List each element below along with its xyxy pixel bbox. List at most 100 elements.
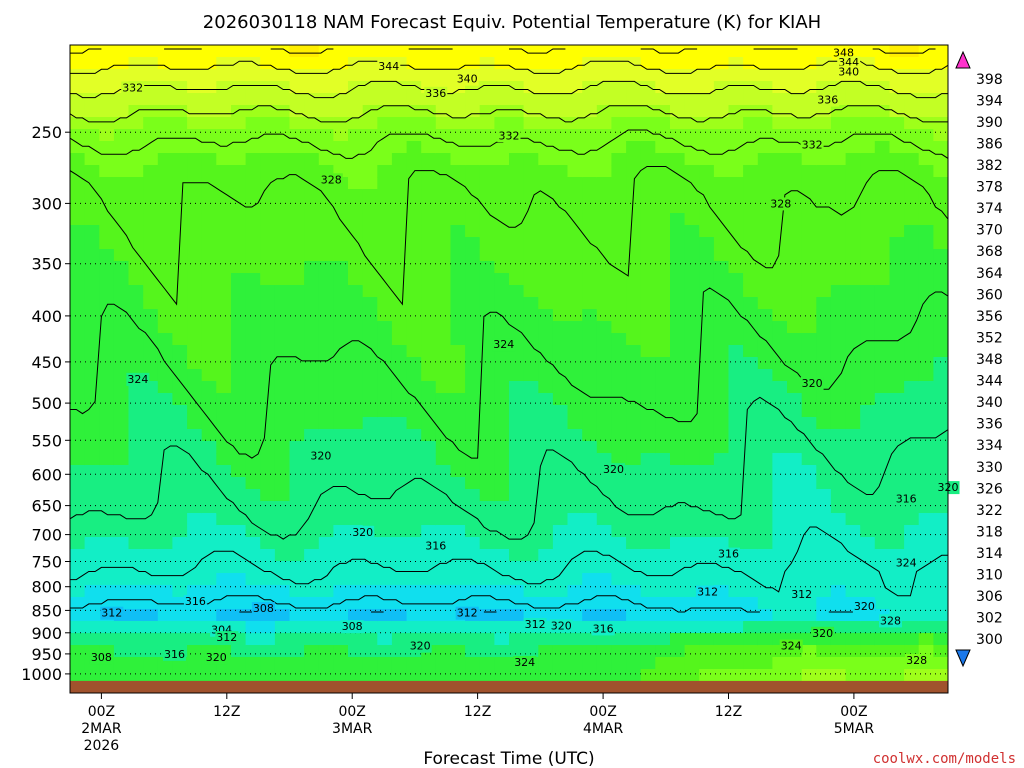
field-cell [655,561,671,574]
field-cell [509,453,525,466]
field-cell [699,93,715,106]
field-cell [757,273,773,286]
colorbar-label: 336 [976,417,1003,433]
field-cell [172,141,188,154]
field-cell [99,393,115,406]
field-cell [245,489,261,502]
field-cell [391,393,408,406]
field-cell [830,609,847,622]
field-cell [509,621,525,634]
field-cell [406,273,422,286]
field-cell [582,465,598,478]
field-cell [552,357,569,370]
field-cell [933,201,948,214]
field-cell [889,321,905,334]
field-cell [157,609,173,622]
field-cell [655,465,671,478]
field-cell [172,177,188,190]
field-cell [509,81,525,94]
field-cell [304,381,320,394]
field-cell [289,381,305,394]
field-cell [684,537,700,550]
field-cell [538,465,554,478]
field-cell [640,69,656,82]
field-cell [377,249,393,262]
field-cell [933,225,948,238]
field-cell [552,333,569,346]
field-cell [933,321,948,334]
field-cell [626,81,642,94]
field-cell [611,573,627,586]
field-cell [874,333,890,346]
field-cell [684,297,700,310]
credit-text[interactable]: coolwx.com/models [873,751,1016,767]
field-cell [465,117,481,130]
field-cell [830,405,847,418]
field-cell [860,69,876,82]
field-cell [391,417,408,430]
field-cell [655,225,671,238]
field-cell [450,273,466,286]
field-cell [845,405,861,418]
field-cell [743,405,759,418]
field-cell [728,297,744,310]
field-cell [450,621,466,634]
field-cell [860,57,876,70]
field-cell [874,249,890,262]
field-cell [684,105,700,118]
pressure-tick-label: 300 [31,194,62,213]
field-cell [84,189,100,202]
field-cell [670,621,686,634]
field-cell [377,189,393,202]
field-cell [479,249,495,262]
field-cell [260,201,276,214]
field-cell [157,117,173,130]
field-cell [816,357,832,370]
field-cell [728,213,744,226]
field-cell [655,213,671,226]
field-cell [699,213,715,226]
field-cell [874,537,890,550]
field-cell [172,81,188,94]
field-cell [318,501,334,514]
field-cell [596,189,612,202]
field-cell [845,309,861,322]
field-cell [318,297,334,310]
field-cell [421,441,437,454]
field-cell [918,369,934,382]
field-cell [465,177,481,190]
field-cell [860,513,876,526]
field-cell [377,501,393,514]
field-cell [318,57,334,70]
colorbar-label: 314 [976,546,1003,562]
field-cell [787,117,803,130]
field-cell [626,333,642,346]
field-cell [801,537,817,550]
field-cell [787,573,803,586]
field-cell [318,573,334,586]
field-cell [655,357,671,370]
field-cell [333,273,349,286]
field-cell [699,621,715,634]
field-cell [538,657,554,670]
field-cell [84,81,100,94]
field-cell [743,165,759,178]
field-cell [567,333,583,346]
field-cell [626,213,642,226]
field-cell [670,345,686,358]
field-cell [318,585,334,598]
contour-label: 324 [493,338,514,351]
field-cell [830,213,847,226]
field-cell [157,489,173,502]
field-cell [889,309,905,322]
field-cell [787,333,803,346]
field-cell [435,273,451,286]
field-cell [84,669,100,682]
field-cell [201,345,217,358]
field-cell [757,669,773,682]
field-cell [713,573,730,586]
field-cell [99,141,115,154]
field-cell [274,357,291,370]
field-cell [201,309,217,322]
field-cell [874,153,890,166]
